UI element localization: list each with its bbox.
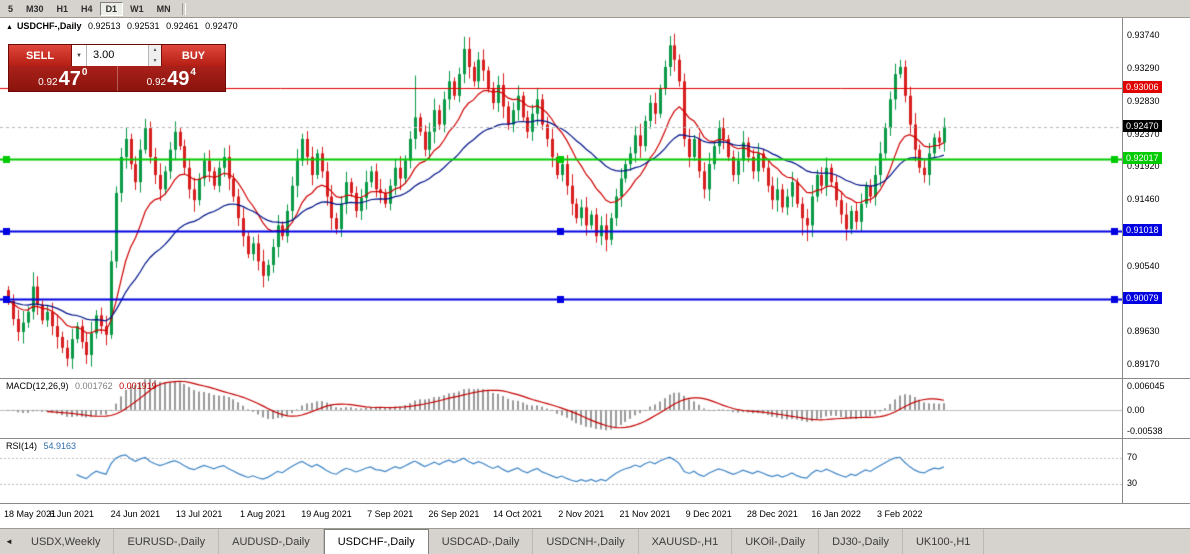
bid-price-pip: 0 xyxy=(81,67,88,78)
date-axis-label: 21 Nov 2021 xyxy=(619,509,671,519)
timeframe-button-h4[interactable]: H4 xyxy=(81,3,93,14)
sell-button[interactable]: SELL xyxy=(9,45,72,66)
chart-tab-ukoil-daily[interactable]: UKOil-,Daily xyxy=(732,529,820,554)
chart-tab-audusd-daily[interactable]: AUDUSD-,Daily xyxy=(219,529,324,554)
price-level-tag[interactable]: 0.93006 xyxy=(1123,81,1162,94)
timeframe-button-h1[interactable]: H1 xyxy=(56,3,69,14)
lot-size-input[interactable] xyxy=(87,45,149,65)
macd-axis-max-label: 0.006045 xyxy=(1127,381,1165,391)
rsi-label: RSI(14) 54.9163 xyxy=(6,441,80,451)
date-axis-label: 26 Sep 2021 xyxy=(428,509,480,519)
rsi-panel-divider[interactable] xyxy=(0,438,1190,439)
price-axis-label: 0.93290 xyxy=(1127,62,1160,73)
current-price-tag: 0.92470 xyxy=(1123,119,1162,132)
toolbar-separator xyxy=(181,2,186,15)
date-axis-label: 13 Jul 2021 xyxy=(175,509,223,519)
date-axis-divider xyxy=(0,503,1190,504)
macd-axis-min-label: -0.00538 xyxy=(1127,426,1163,436)
timeframe-button-w1[interactable]: W1 xyxy=(130,3,144,14)
macd-name: MACD(12,26,9) xyxy=(6,381,69,391)
chart-tab-dj30-daily[interactable]: DJ30-,Daily xyxy=(819,529,903,554)
rsi-axis-70-label: 70 xyxy=(1127,451,1138,462)
price-level-tag[interactable]: 0.92017 xyxy=(1123,152,1162,165)
ask-price[interactable]: 0.92 49 4 xyxy=(118,66,226,91)
macd-label: MACD(12,26,9) 0.001762 0.001919 xyxy=(6,381,161,391)
lot-spin-up-icon[interactable]: ▲ xyxy=(149,45,161,56)
price-level-tag[interactable]: 0.90079 xyxy=(1123,291,1162,304)
price-axis-label: 0.91460 xyxy=(1127,194,1160,205)
chart-title: ▲ USDCHF-,Daily 0.92513 0.92531 0.92461 0… xyxy=(6,21,242,31)
trade-panel-controls: SELL ▼ ▲ ▼ BUY xyxy=(9,45,225,66)
date-axis-label: 6 Jun 2021 xyxy=(49,509,94,519)
date-axis-label: 16 Jan 2022 xyxy=(811,509,861,519)
chart-tab-usdcnh-daily[interactable]: USDCNH-,Daily xyxy=(533,529,639,554)
timeframe-button-d1[interactable]: D1 xyxy=(99,1,124,16)
date-axis-label: 24 Jun 2021 xyxy=(110,509,161,519)
timeframe-button-5[interactable]: 5 xyxy=(8,3,14,14)
ohlc-high: 0.92531 xyxy=(127,21,160,31)
timeframe-toolbar: 5 M30 H1 H4 D1 W1 MN xyxy=(0,0,1190,18)
ohlc-close: 0.92470 xyxy=(205,21,238,31)
buy-button[interactable]: BUY xyxy=(162,45,225,66)
date-axis-label: 3 Feb 2022 xyxy=(877,509,923,519)
timeframe-button-m30[interactable]: M30 xyxy=(26,3,44,14)
tab-scroll-left-icon[interactable]: ◄ xyxy=(5,537,13,546)
date-axis-label: 1 Aug 2021 xyxy=(240,509,286,519)
date-axis-label: 28 Dec 2021 xyxy=(746,509,798,519)
ask-price-pip: 4 xyxy=(190,67,196,78)
macd-main-value: 0.001762 xyxy=(75,381,113,391)
macd-indicator-chart[interactable] xyxy=(0,378,1122,438)
ask-price-small: 0.92 xyxy=(146,77,167,88)
rsi-name: RSI(14) xyxy=(6,441,38,451)
price-axis-label: 0.89630 xyxy=(1127,326,1160,337)
price-axis[interactable]: 0.93740 0.93290 0.92830 0.92370 0.91920 0.914… xyxy=(1122,18,1190,503)
price-axis-label: 0.90540 xyxy=(1127,260,1160,271)
ohlc-low: 0.92461 xyxy=(166,21,199,31)
chart-tab-bar: ◄ USDX,Weekly EURUSD-,Daily AUDUSD-,Daily US… xyxy=(0,528,1190,554)
lot-spinner: ▲ ▼ xyxy=(148,45,161,66)
chart-tab-usdchf-daily[interactable]: USDCHF-,Daily xyxy=(323,529,429,554)
time-axis[interactable]: 18 May 2021 6 Jun 2021 24 Jun 2021 13 Jul 2… xyxy=(0,503,1190,528)
bid-price-big: 47 xyxy=(58,68,81,90)
chart-symbol-label: USDCHF-,Daily xyxy=(16,21,82,31)
date-axis-label: 9 Dec 2021 xyxy=(685,509,732,519)
chart-tab-eurusd-daily[interactable]: EURUSD-,Daily xyxy=(114,529,220,554)
macd-axis-zero-label: 0.00 xyxy=(1127,404,1145,415)
chart-tab-uk100-h1[interactable]: UK100-,H1 xyxy=(903,529,985,554)
trade-panel-prices: 0.92 47 0 0.92 49 4 xyxy=(9,66,225,91)
chart-tab-xauusd-h1[interactable]: XAUUSD-,H1 xyxy=(639,529,733,554)
lot-spin-down-icon[interactable]: ▼ xyxy=(149,55,161,66)
rsi-axis-30-label: 30 xyxy=(1127,477,1138,488)
ask-price-big: 49 xyxy=(167,68,190,90)
price-axis-label: 0.92830 xyxy=(1127,95,1160,106)
price-axis-label: 0.93740 xyxy=(1127,30,1160,41)
rsi-value: 54.9163 xyxy=(43,441,77,451)
date-axis-label: 18 May 2021 xyxy=(4,509,57,519)
date-axis-label: 14 Oct 2021 xyxy=(493,509,543,519)
date-axis-label: 19 Aug 2021 xyxy=(301,509,352,519)
macd-panel-divider[interactable] xyxy=(0,378,1190,379)
lot-dropdown-icon[interactable]: ▼ xyxy=(72,45,87,66)
rsi-indicator-chart[interactable] xyxy=(0,438,1122,503)
date-axis-label: 7 Sep 2021 xyxy=(367,509,414,519)
price-axis-label: 0.89170 xyxy=(1127,359,1160,370)
timeframe-button-mn[interactable]: MN xyxy=(156,3,171,14)
bid-price[interactable]: 0.92 47 0 xyxy=(9,66,118,91)
date-axis-label: 2 Nov 2021 xyxy=(558,509,605,519)
lot-size-field: ▲ ▼ xyxy=(87,45,162,66)
one-click-trading-panel: SELL ▼ ▲ ▼ BUY 0.92 47 0 0.92 49 4 xyxy=(8,44,226,92)
bid-price-small: 0.92 xyxy=(38,77,58,88)
price-axis-label: 0.92370 xyxy=(1127,128,1160,139)
price-axis-label: 0.91920 xyxy=(1127,161,1160,172)
chart-tab-usdcad-daily[interactable]: USDCAD-,Daily xyxy=(429,529,534,554)
chart-symbol-icon: ▲ xyxy=(6,24,13,31)
price-level-tag[interactable]: 0.91018 xyxy=(1123,224,1162,237)
macd-signal-value: 0.001919 xyxy=(119,381,157,391)
chart-tab-usdx-weekly[interactable]: USDX,Weekly xyxy=(18,529,115,554)
ohlc-open: 0.92513 xyxy=(87,21,121,31)
